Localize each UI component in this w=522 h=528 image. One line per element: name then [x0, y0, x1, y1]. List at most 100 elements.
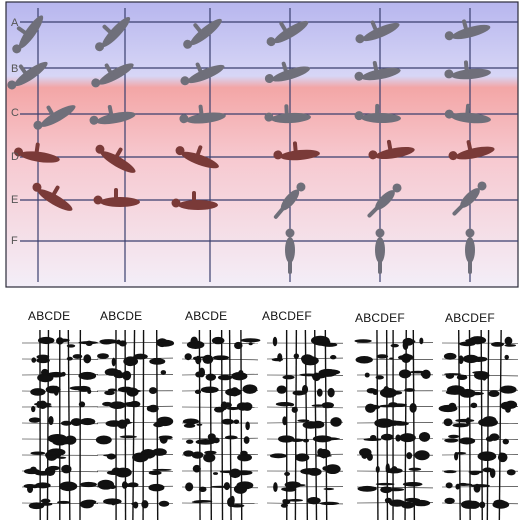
figure-silhouette: [95, 16, 131, 52]
figure-silhouette: [444, 60, 491, 80]
trace-blob: [147, 404, 159, 413]
trace-blob: [217, 374, 233, 381]
trace-baseline: [21, 390, 99, 393]
trace-blob: [111, 357, 116, 367]
figure-silhouette: [175, 145, 219, 169]
trace-blob: [418, 431, 431, 442]
trace-blob: [461, 500, 477, 509]
column-label-4: ABCDEF: [262, 309, 312, 323]
bottom-panel-traces: [21, 329, 519, 521]
trace-blob: [57, 338, 70, 343]
trace-baseline: [441, 502, 519, 505]
figure-silhouette: [91, 63, 134, 88]
trace-blob: [72, 354, 83, 359]
trace-blob: [312, 435, 333, 443]
trace-blob: [30, 388, 46, 396]
trace-blob: [31, 357, 37, 363]
trace-blob: [85, 340, 93, 346]
trace-blob: [457, 483, 473, 486]
trace-blob: [321, 402, 334, 409]
trace-blob: [113, 372, 126, 379]
trace-blob: [200, 386, 219, 394]
trace-baseline: [441, 358, 519, 361]
trace-baseline: [96, 421, 174, 424]
trace-baseline: [266, 502, 344, 505]
figure-silhouette: [368, 139, 415, 160]
trace-blob: [243, 436, 250, 444]
figure-silhouette: [452, 181, 487, 216]
trace-baseline: [21, 486, 99, 488]
trace-blob: [409, 402, 417, 413]
trace-blob: [28, 417, 36, 423]
trace-blob: [195, 438, 216, 445]
trace-baseline: [96, 502, 174, 505]
trace-blob: [406, 452, 413, 460]
trace-blob: [445, 482, 453, 489]
trace-blob: [160, 370, 167, 375]
trace-blob: [323, 487, 335, 491]
figure-silhouette: [171, 191, 218, 210]
trace-blob: [499, 385, 517, 394]
trace-blob: [214, 406, 225, 413]
trace-blob: [443, 352, 457, 360]
trace-blob: [234, 341, 243, 350]
figure-silhouette: [183, 18, 222, 49]
trace-blob: [183, 423, 196, 428]
trace-blob: [97, 353, 109, 359]
trace-blob: [47, 465, 60, 471]
trace-baseline: [266, 453, 344, 456]
trace-blob: [95, 435, 112, 445]
trace-blob: [248, 342, 253, 346]
trace-baseline: [21, 374, 99, 376]
trace-blob: [470, 402, 478, 409]
trace-blob: [310, 470, 319, 474]
trace-blob: [269, 453, 287, 459]
trace-blob: [458, 437, 476, 445]
trace-blob: [139, 356, 146, 360]
trace-blob: [301, 391, 306, 395]
figure-silhouette: [33, 105, 76, 130]
figure-silhouette: [354, 103, 401, 124]
figure-silhouette: [273, 182, 306, 219]
trace-blob: [330, 417, 342, 427]
trace-baseline: [96, 342, 174, 344]
trace-blob: [316, 388, 323, 397]
trace-blob: [236, 481, 254, 490]
figure-silhouette: [465, 228, 475, 274]
trace-blob: [277, 353, 283, 362]
trace-blob: [486, 454, 495, 459]
trace-blob: [205, 373, 217, 381]
trace-blob: [301, 356, 319, 366]
trace-vertical: [412, 329, 416, 521]
trace-blob: [242, 384, 258, 394]
trace-baseline: [96, 405, 174, 408]
trace-blob: [504, 336, 513, 346]
figure-silhouette: [32, 182, 73, 211]
trace-blob: [237, 453, 253, 462]
trace-blob: [438, 404, 458, 413]
trace-blob: [164, 436, 170, 439]
trace-blob: [101, 436, 106, 440]
trace-blob: [370, 435, 377, 440]
figure-silhouette: [355, 20, 400, 44]
trace-blob: [203, 453, 216, 463]
trace-baseline: [441, 374, 519, 377]
trace-blob: [141, 500, 149, 509]
trace-blob: [227, 497, 235, 508]
trace-blob: [319, 501, 340, 506]
trace-blob: [284, 481, 301, 489]
trace-blob: [272, 336, 278, 347]
trace-blob: [58, 450, 64, 456]
top-panel-background: [5, 1, 519, 288]
trace-blob: [293, 353, 300, 359]
trace-blob: [36, 357, 50, 364]
trace-baseline: [356, 486, 434, 489]
trace-blob: [149, 358, 166, 365]
trace-blob: [23, 483, 37, 489]
trace-blob: [443, 418, 453, 427]
trace-blob: [376, 354, 389, 359]
trace-baseline: [181, 373, 259, 376]
trace-blob: [399, 433, 416, 443]
row-label-b: B: [11, 63, 19, 75]
trace-blob: [292, 390, 306, 396]
